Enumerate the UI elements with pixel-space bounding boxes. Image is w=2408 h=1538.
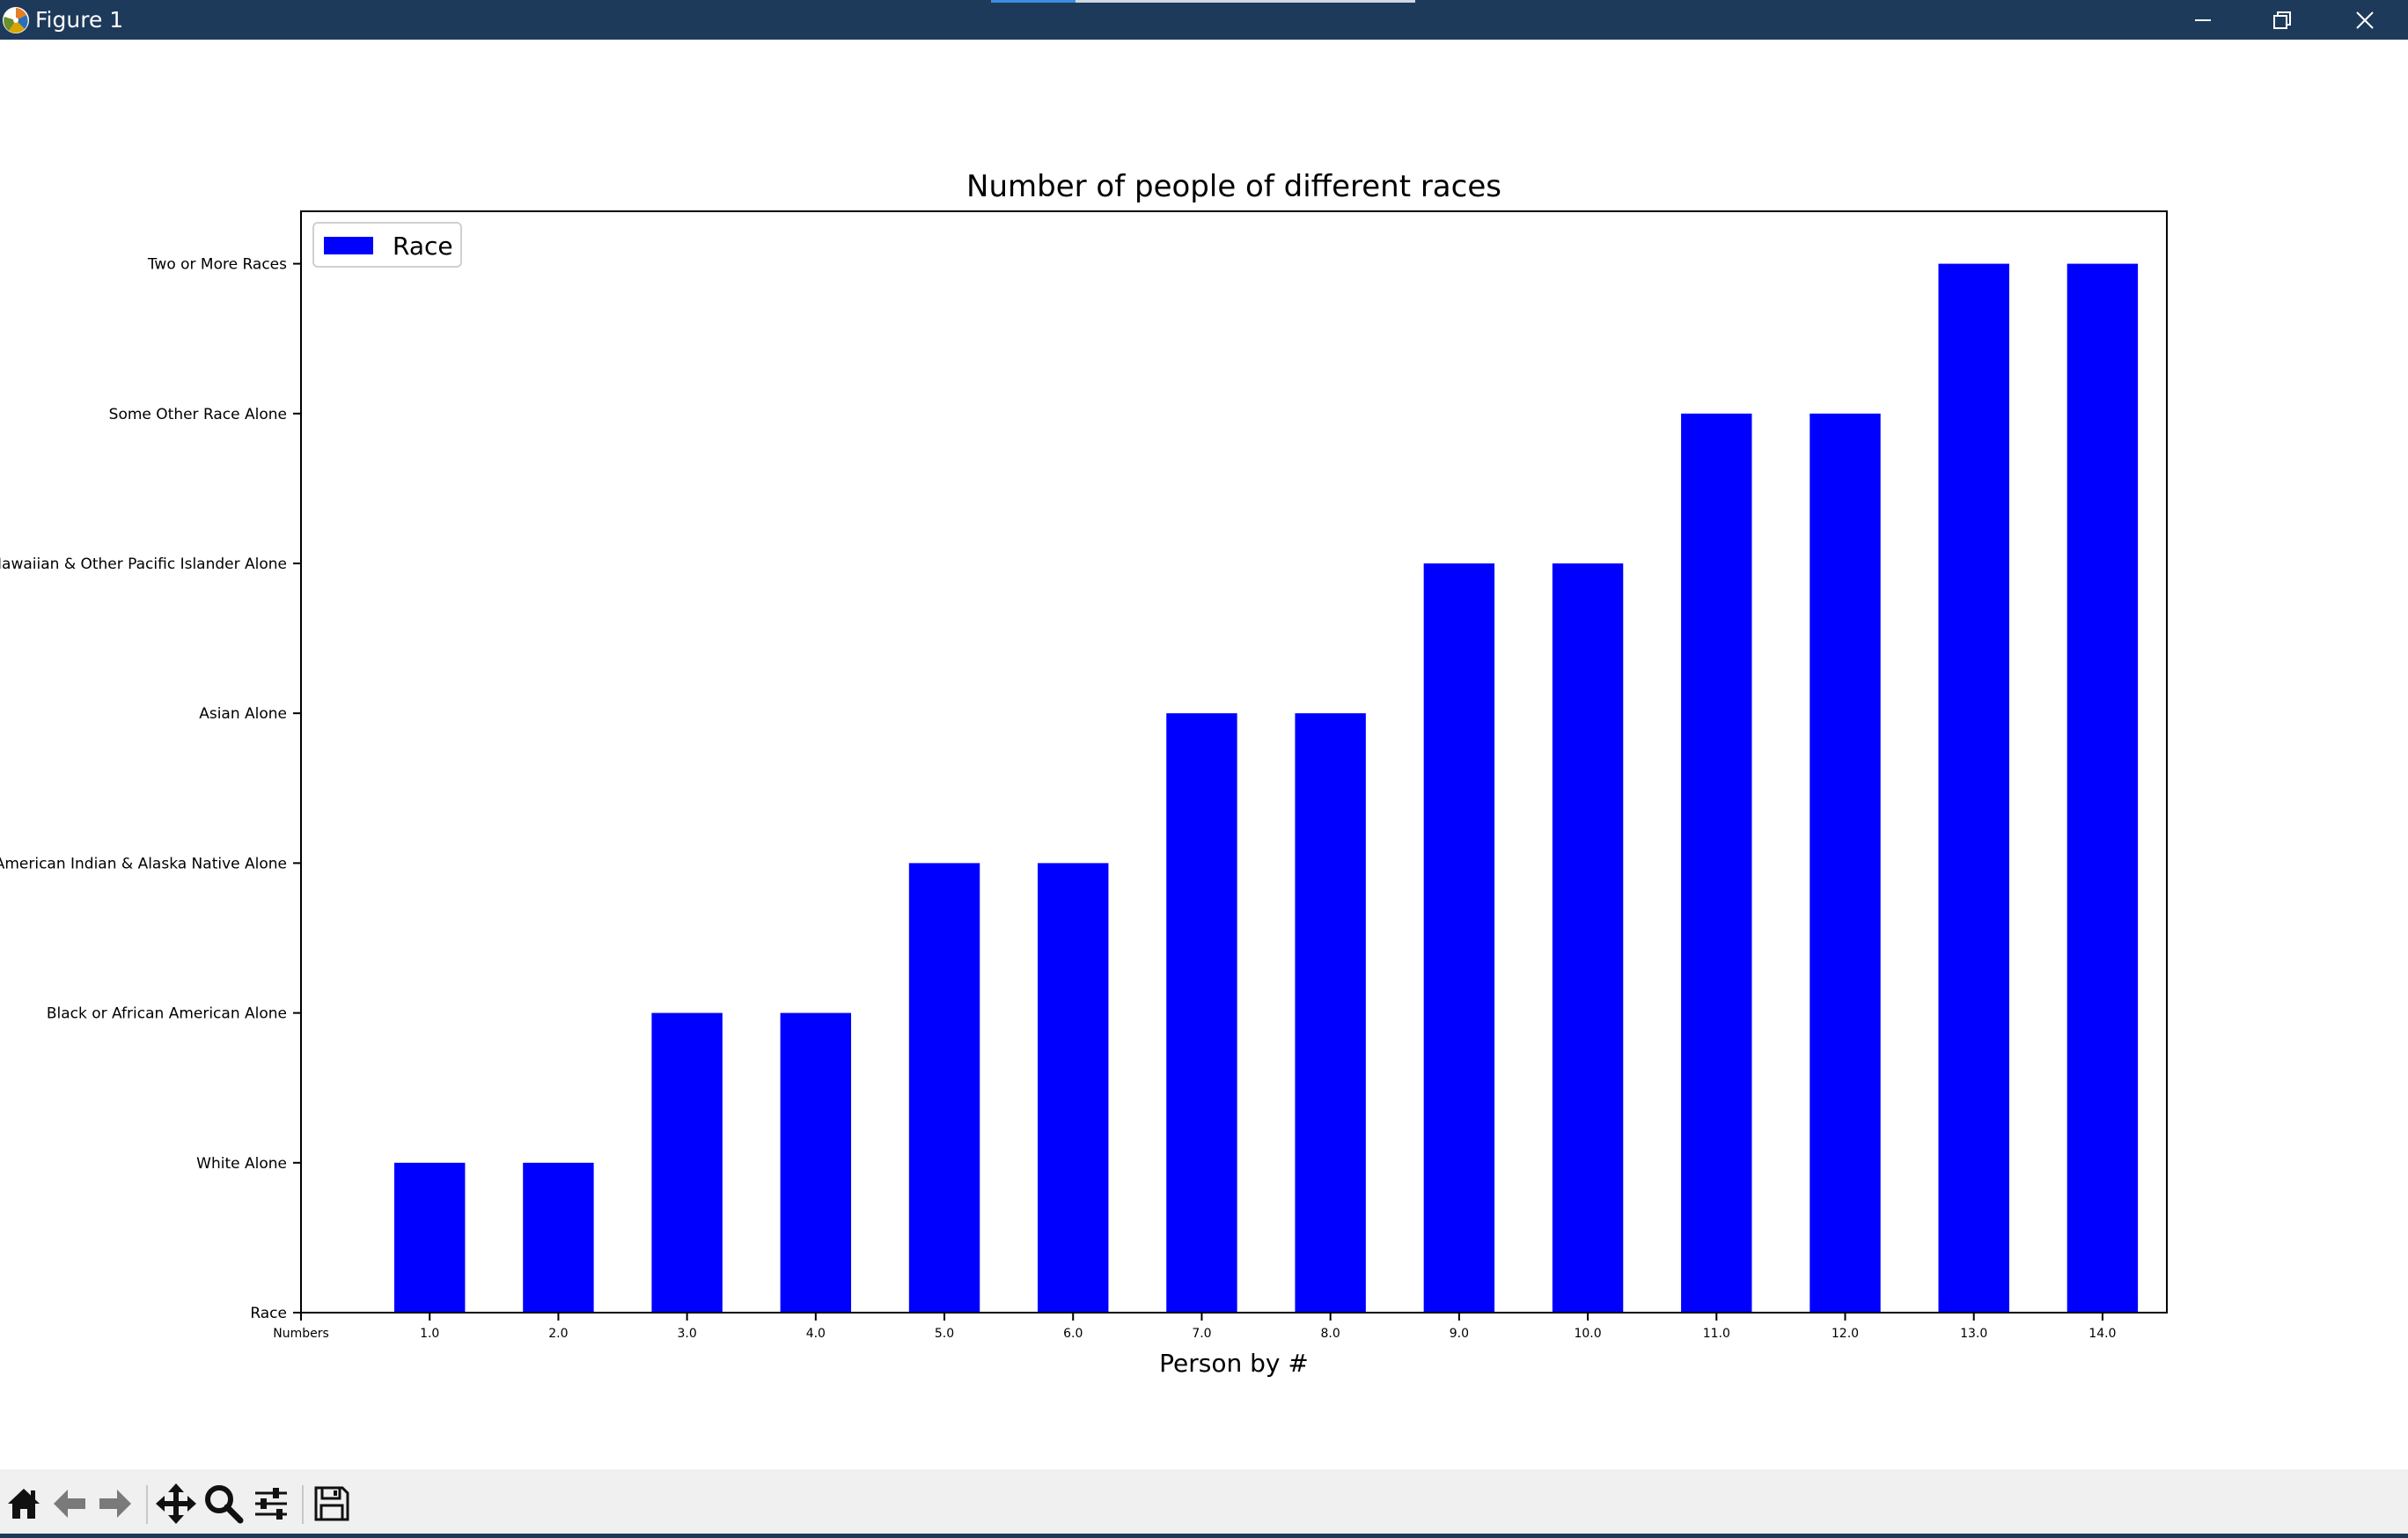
bar-11.0	[1681, 413, 1752, 1313]
y-tick-label: Two or More Races	[147, 256, 287, 274]
configure-subplots-button[interactable]	[247, 1478, 295, 1529]
window-titlebar: Figure 1	[0, 0, 2408, 40]
legend-label: Race	[393, 232, 453, 261]
x-tick-label: 1.0	[420, 1327, 439, 1341]
chart-title: Number of people of different races	[966, 169, 1501, 204]
window-bottom-border	[0, 1534, 2408, 1538]
close-icon	[2356, 11, 2374, 29]
x-tick-label: 13.0	[1960, 1327, 1987, 1341]
arrow-left-icon	[54, 1490, 85, 1518]
bar-6.0	[1038, 863, 1109, 1313]
navigation-toolbar	[0, 1469, 2408, 1538]
plot-frame	[300, 210, 2168, 1314]
x-tick-label: 2.0	[548, 1327, 568, 1341]
bar-14.0	[2067, 263, 2139, 1313]
magnifier-icon	[205, 1485, 244, 1524]
x-tick-label: 12.0	[1832, 1327, 1859, 1341]
sliders-icon	[255, 1488, 287, 1520]
x-tick-label: 14.0	[2089, 1327, 2116, 1341]
bar-10.0	[1552, 563, 1624, 1313]
zoom-button[interactable]	[200, 1478, 247, 1529]
x-tick-label: 10.0	[1574, 1327, 1601, 1341]
bar-1.0	[394, 1162, 466, 1313]
forward-button[interactable]	[92, 1478, 139, 1529]
toolbar-separator	[302, 1485, 304, 1524]
move-icon	[156, 1483, 196, 1524]
legend-box	[312, 222, 462, 268]
y-tick-label: Race	[250, 1305, 287, 1322]
restore-icon	[2273, 11, 2291, 29]
restore-button[interactable]	[2243, 0, 2322, 40]
bar-8.0	[1295, 713, 1366, 1313]
bar-4.0	[780, 1012, 852, 1313]
bar-chart: Number of people of different races Numbe…	[0, 169, 2168, 1378]
bar-13.0	[1938, 263, 2009, 1313]
window-title: Figure 1	[35, 7, 124, 33]
floppy-disk-icon	[314, 1486, 349, 1521]
back-button[interactable]	[46, 1478, 93, 1529]
x-tick-label: Numbers	[273, 1327, 329, 1341]
home-button[interactable]	[0, 1478, 48, 1529]
home-icon	[8, 1489, 40, 1519]
legend-swatch	[324, 237, 373, 254]
x-axis-label: Person by #	[1159, 1349, 1309, 1378]
titlebar-accent-bar	[1076, 0, 1415, 3]
bar-5.0	[908, 863, 980, 1313]
minimize-icon	[2195, 18, 2211, 21]
y-tick-label: Some Other Race Alone	[109, 406, 287, 423]
x-tick-label: 3.0	[677, 1327, 696, 1341]
x-tick-label: 5.0	[935, 1327, 954, 1341]
matplotlib-logo-icon	[3, 7, 29, 33]
close-button[interactable]	[2325, 0, 2404, 40]
bar-9.0	[1423, 563, 1495, 1313]
bar-2.0	[523, 1162, 594, 1313]
figure-canvas[interactable]: Number of people of different races Numbe…	[0, 40, 2408, 1469]
x-tick-label: 6.0	[1063, 1327, 1083, 1341]
bar-12.0	[1810, 413, 1881, 1313]
bar-7.0	[1166, 713, 1237, 1313]
bar-3.0	[651, 1012, 723, 1313]
x-tick-label: 7.0	[1192, 1327, 1211, 1341]
y-tick-label: Hawaiian & Other Pacific Islander Alone	[0, 556, 287, 573]
x-tick-label: 8.0	[1321, 1327, 1340, 1341]
y-tick-label: Asian Alone	[199, 705, 287, 723]
arrow-right-icon	[99, 1490, 131, 1518]
y-tick-label: American Indian & Alaska Native Alone	[0, 855, 287, 872]
toolbar-separator	[146, 1485, 148, 1524]
y-tick-label: Black or African American Alone	[47, 1005, 287, 1023]
x-tick-label: 11.0	[1703, 1327, 1730, 1341]
minimize-button[interactable]	[2163, 0, 2243, 40]
x-tick-label: 4.0	[806, 1327, 826, 1341]
save-button[interactable]	[308, 1478, 356, 1529]
titlebar-accent-bar	[991, 0, 1076, 3]
pan-button[interactable]	[152, 1478, 200, 1529]
y-tick-label: White Alone	[196, 1155, 287, 1173]
x-tick-label: 9.0	[1450, 1327, 1469, 1341]
